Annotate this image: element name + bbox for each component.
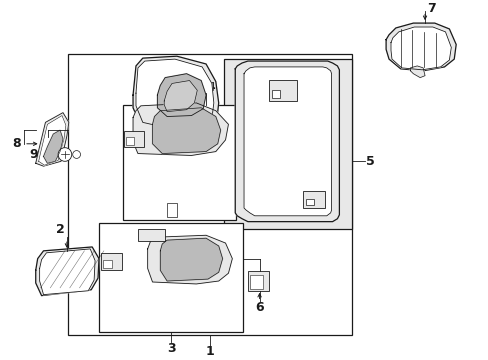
Text: 9: 9 bbox=[29, 148, 38, 161]
Text: 1: 1 bbox=[205, 345, 214, 357]
Polygon shape bbox=[386, 23, 455, 71]
Text: 7: 7 bbox=[427, 2, 435, 15]
Polygon shape bbox=[157, 74, 205, 117]
Bar bbox=[101, 253, 122, 270]
Text: 2: 2 bbox=[56, 223, 64, 236]
Polygon shape bbox=[43, 130, 63, 163]
Polygon shape bbox=[39, 116, 66, 165]
Bar bbox=[305, 199, 313, 205]
Bar bbox=[247, 271, 269, 291]
Polygon shape bbox=[164, 81, 197, 112]
Bar bbox=[249, 275, 263, 289]
Bar bbox=[123, 105, 236, 220]
Circle shape bbox=[58, 148, 72, 161]
Bar bbox=[269, 80, 296, 101]
Polygon shape bbox=[235, 61, 339, 222]
Bar bbox=[272, 90, 280, 98]
Polygon shape bbox=[390, 27, 450, 70]
Bar bbox=[68, 54, 351, 334]
Bar bbox=[138, 229, 165, 241]
Text: 4: 4 bbox=[206, 81, 215, 94]
Text: 5: 5 bbox=[366, 155, 374, 168]
Polygon shape bbox=[147, 235, 232, 284]
Polygon shape bbox=[244, 67, 331, 216]
Bar bbox=[167, 203, 177, 217]
Bar bbox=[126, 137, 134, 145]
Text: 6: 6 bbox=[255, 301, 264, 314]
Bar bbox=[102, 260, 111, 268]
Text: 3: 3 bbox=[166, 342, 175, 355]
Polygon shape bbox=[133, 103, 228, 156]
Text: 8: 8 bbox=[12, 137, 20, 150]
Bar bbox=[124, 131, 143, 147]
Polygon shape bbox=[152, 108, 220, 153]
Circle shape bbox=[73, 150, 81, 158]
Polygon shape bbox=[36, 247, 99, 296]
Polygon shape bbox=[36, 113, 69, 166]
Polygon shape bbox=[133, 56, 218, 133]
Polygon shape bbox=[40, 249, 95, 294]
Polygon shape bbox=[409, 66, 424, 78]
Bar bbox=[223, 59, 351, 229]
Polygon shape bbox=[136, 59, 213, 130]
Bar bbox=[99, 222, 243, 332]
Polygon shape bbox=[160, 238, 222, 281]
Bar bbox=[303, 190, 324, 208]
